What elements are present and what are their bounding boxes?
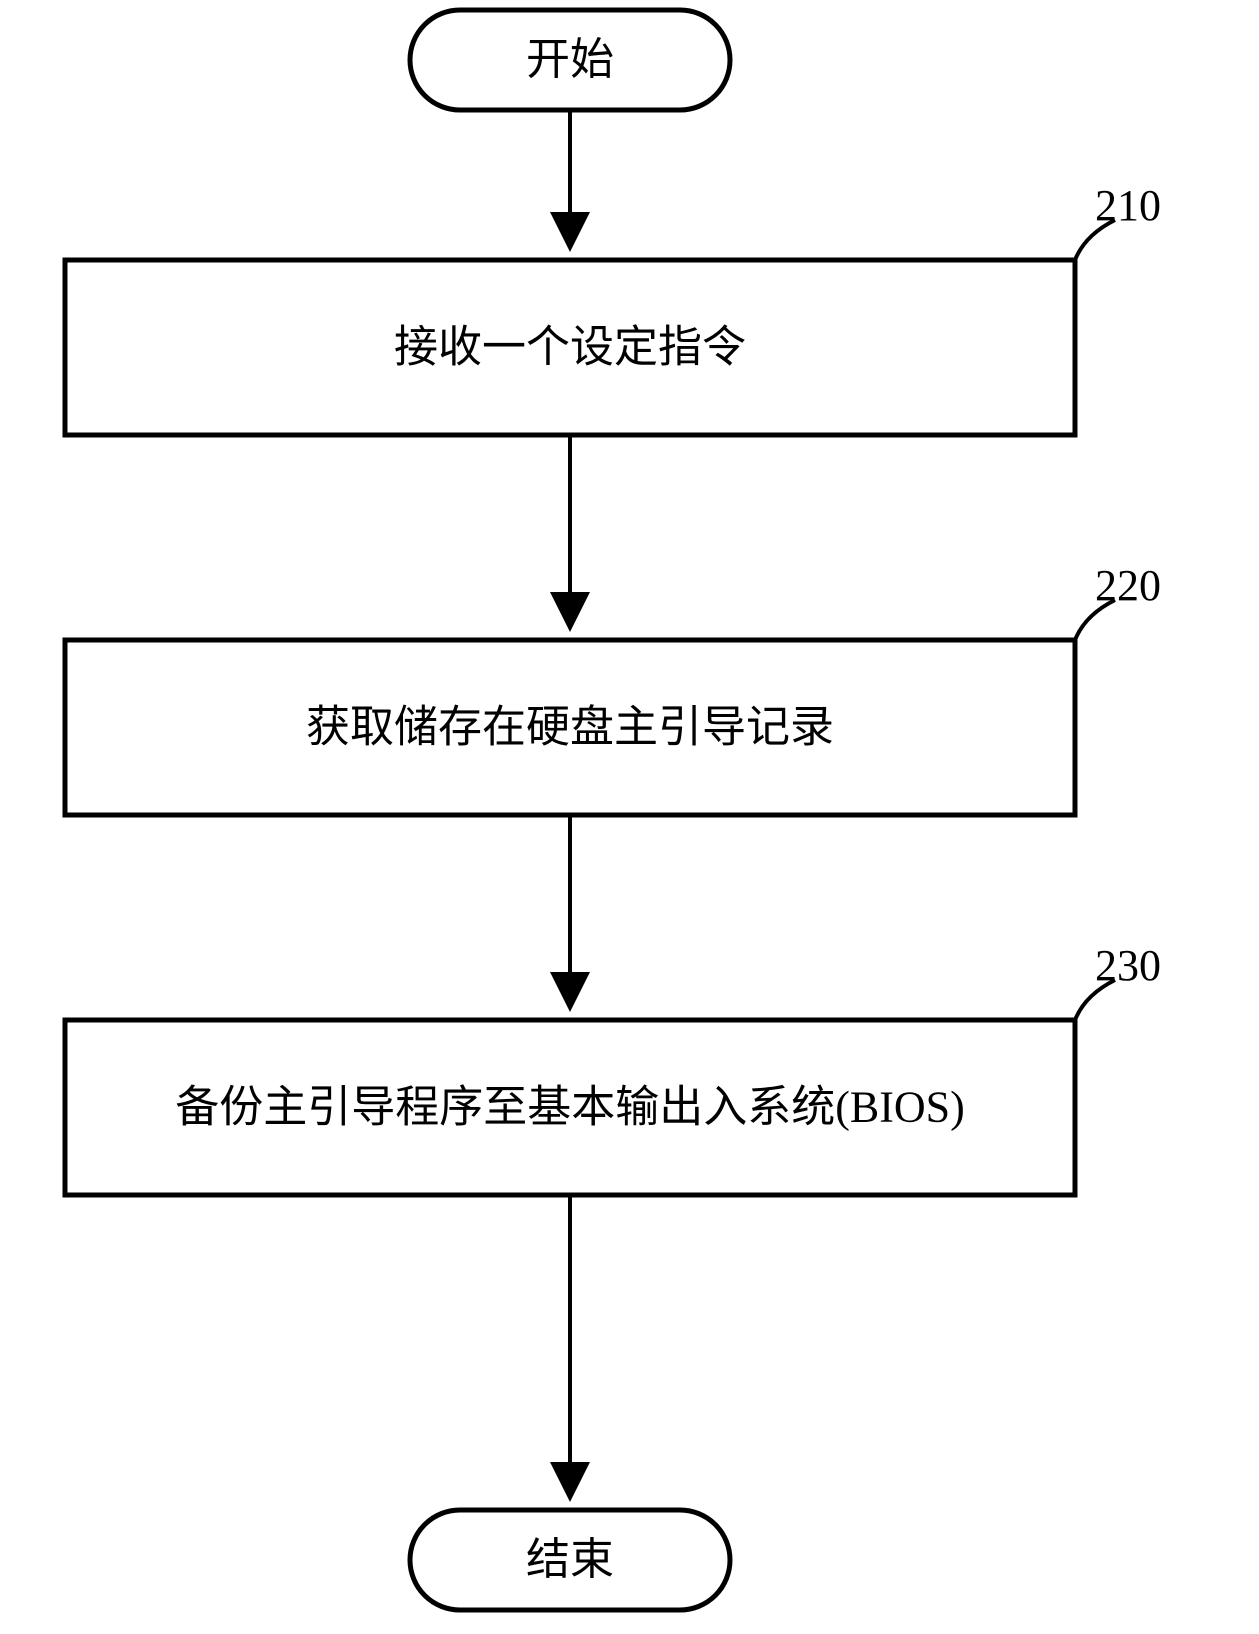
step-220: 获取储存在硬盘主引导记录 220 <box>65 561 1161 815</box>
step-230-label: 备份主引导程序至基本输出入系统(BIOS) <box>175 1083 965 1132</box>
terminator-start-label: 开始 <box>526 35 614 84</box>
step-210: 接收一个设定指令 210 <box>65 181 1161 435</box>
step-220-label: 获取储存在硬盘主引导记录 <box>306 703 834 752</box>
terminator-end: 结束 <box>410 1510 730 1610</box>
terminator-end-label: 结束 <box>526 1535 614 1584</box>
step-230-ref: 230 <box>1095 941 1161 990</box>
step-230: 备份主引导程序至基本输出入系统(BIOS) 230 <box>65 941 1161 1195</box>
step-210-ref: 210 <box>1095 181 1161 230</box>
step-210-label: 接收一个设定指令 <box>394 323 746 372</box>
step-220-ref: 220 <box>1095 561 1161 610</box>
terminator-start: 开始 <box>410 10 730 110</box>
